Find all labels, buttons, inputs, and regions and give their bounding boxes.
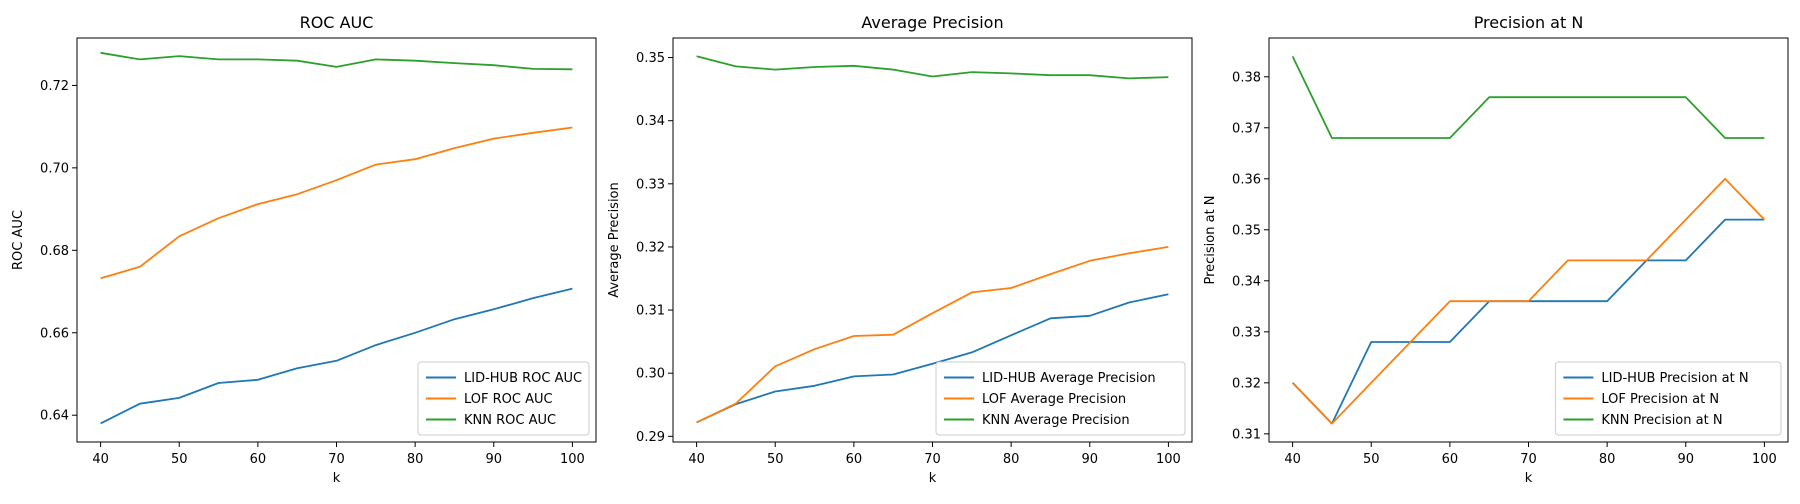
x-tick-label: 40	[1284, 452, 1301, 467]
y-axis-label: Precision at N	[1203, 195, 1218, 284]
y-tick-label: 0.37	[1232, 121, 1261, 136]
legend-entry: LID-HUB Precision at N	[1601, 371, 1748, 386]
x-axis-label: k	[1525, 471, 1533, 486]
y-tick-label: 0.30	[636, 367, 665, 382]
y-tick-label: 0.38	[1232, 70, 1261, 85]
legend-entry: LOF ROC AUC	[464, 392, 553, 407]
legend-entry: LOF Precision at N	[1601, 392, 1719, 407]
series-line	[100, 51, 573, 71]
legend: LID-HUB Average Precision LOF Average Pre…	[935, 361, 1186, 436]
plot-frame	[1268, 37, 1789, 443]
chart-panel-2: Average Precision 40 50 60 70 80 90 100 0.29 0.30…	[607, 13, 1193, 486]
x-tick-label: 80	[407, 452, 424, 467]
x-tick-label: 50	[767, 452, 784, 467]
series-line	[100, 126, 573, 280]
series-line	[1291, 56, 1765, 139]
y-tick-label: 0.64	[40, 409, 69, 424]
legend-entry: LID-HUB ROC AUC	[464, 371, 582, 386]
plot-frame	[76, 37, 597, 443]
x-tick-label: 70	[924, 452, 941, 467]
legend-box	[935, 361, 1186, 436]
x-tick-label: 60	[250, 452, 267, 467]
y-tick-label: 0.66	[40, 326, 69, 341]
y-tick-label: 0.72	[40, 79, 69, 94]
chart-panel-3: Precision at N 40 50 60 70 80 90 100 0.31 0.32 0.3…	[1203, 13, 1789, 486]
x-tick-label: 100	[560, 452, 585, 467]
x-axis-label: k	[333, 471, 341, 486]
series-line	[100, 287, 573, 425]
legend-entry: KNN Precision at N	[1601, 413, 1722, 428]
y-tick-label: 0.35	[636, 51, 665, 66]
chart-title: Average Precision	[861, 13, 1003, 32]
x-tick-label: 100	[1156, 452, 1181, 467]
x-tick-label: 70	[1520, 452, 1537, 467]
y-tick-label: 0.70	[40, 161, 69, 176]
x-tick-label: 80	[1003, 452, 1020, 467]
y-tick-label: 0.32	[1232, 376, 1261, 391]
y-tick-label: 0.31	[636, 304, 665, 319]
chart-panel-1: ROC AUC 40 50 60 70 80 90 100 0.64 0.66 0.68 0.70 0.…	[11, 13, 597, 486]
y-tick-label: 0.31	[1232, 427, 1261, 442]
y-axis-label: ROC AUC	[11, 210, 26, 270]
y-tick-label: 0.36	[1232, 172, 1261, 187]
series-line	[696, 293, 1169, 424]
chart-title: ROC AUC	[300, 13, 374, 32]
legend-box	[1554, 361, 1782, 436]
legend-entry: LOF Average Precision	[982, 392, 1126, 407]
x-tick-label: 60	[1442, 452, 1459, 467]
series-line	[696, 246, 1169, 424]
legend-entry: KNN ROC AUC	[464, 413, 556, 428]
y-tick-label: 0.33	[636, 177, 665, 192]
x-tick-label: 50	[1363, 452, 1380, 467]
x-tick-label: 60	[846, 452, 863, 467]
legend-entry: KNN Average Precision	[982, 413, 1130, 428]
chart-title: Precision at N	[1474, 13, 1584, 32]
y-axis-label: Average Precision	[607, 182, 622, 298]
legend-entry: LID-HUB Average Precision	[982, 371, 1156, 386]
x-tick-label: 70	[328, 452, 345, 467]
x-tick-label: 40	[688, 452, 705, 467]
x-tick-label: 90	[485, 452, 502, 467]
plot-frame	[672, 37, 1193, 443]
x-tick-label: 80	[1599, 452, 1616, 467]
y-tick-label: 0.35	[1232, 223, 1261, 238]
legend: LID-HUB Precision at N LOF Precision at N…	[1554, 361, 1782, 436]
series-line	[696, 55, 1169, 80]
y-tick-label: 0.33	[1232, 325, 1261, 340]
legend: LID-HUB ROC AUC LOF ROC AUC KNN ROC AUC	[417, 361, 590, 436]
x-tick-label: 100	[1752, 452, 1777, 467]
x-tick-label: 90	[1677, 452, 1694, 467]
y-tick-label: 0.34	[636, 114, 665, 129]
series-line	[1291, 177, 1766, 425]
y-tick-label: 0.32	[636, 240, 665, 255]
y-tick-label: 0.68	[40, 244, 69, 259]
x-tick-label: 50	[171, 452, 188, 467]
x-axis-label: k	[929, 471, 937, 486]
y-tick-label: 0.29	[636, 430, 665, 445]
x-tick-label: 40	[92, 452, 109, 467]
y-tick-label: 0.34	[1232, 274, 1261, 289]
legend-box	[417, 361, 590, 436]
x-tick-label: 90	[1081, 452, 1098, 467]
